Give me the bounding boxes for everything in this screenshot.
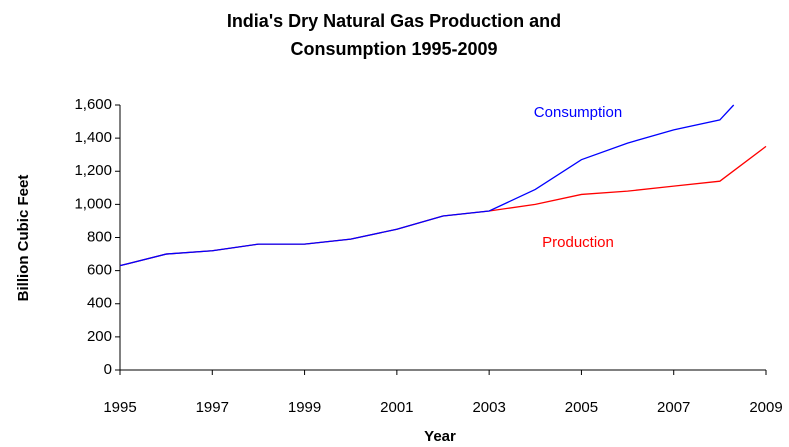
x-tick-label: 2007 xyxy=(657,399,690,416)
y-tick-label: 1,600 xyxy=(74,96,112,113)
y-tick-label: 600 xyxy=(87,262,112,279)
y-tick-label: 400 xyxy=(87,295,112,312)
chart-title: Consumption 1995-2009 xyxy=(290,39,497,59)
y-tick-label: 0 xyxy=(104,361,112,378)
y-tick-label: 1,000 xyxy=(74,195,112,212)
x-tick-label: 1995 xyxy=(103,399,136,416)
y-tick-label: 800 xyxy=(87,228,112,245)
x-tick-label: 2001 xyxy=(380,399,413,416)
series-line xyxy=(119,145,767,267)
x-tick-label: 2005 xyxy=(565,399,598,416)
x-tick-label: 1997 xyxy=(196,399,229,416)
x-axis-title: Year xyxy=(424,428,456,445)
series-label: Consumption xyxy=(534,104,622,121)
series-label: Production xyxy=(542,234,614,251)
y-axis-title: Billion Cubic Feet xyxy=(15,175,32,302)
y-tick-label: 1,200 xyxy=(74,162,112,179)
series-line xyxy=(119,104,735,267)
y-tick-label: 200 xyxy=(87,328,112,345)
chart-title: India's Dry Natural Gas Production and xyxy=(227,11,561,31)
x-tick-label: 1999 xyxy=(288,399,321,416)
x-tick-label: 2003 xyxy=(472,399,505,416)
x-tick-label: 2009 xyxy=(749,399,782,416)
y-tick-label: 1,400 xyxy=(74,129,112,146)
